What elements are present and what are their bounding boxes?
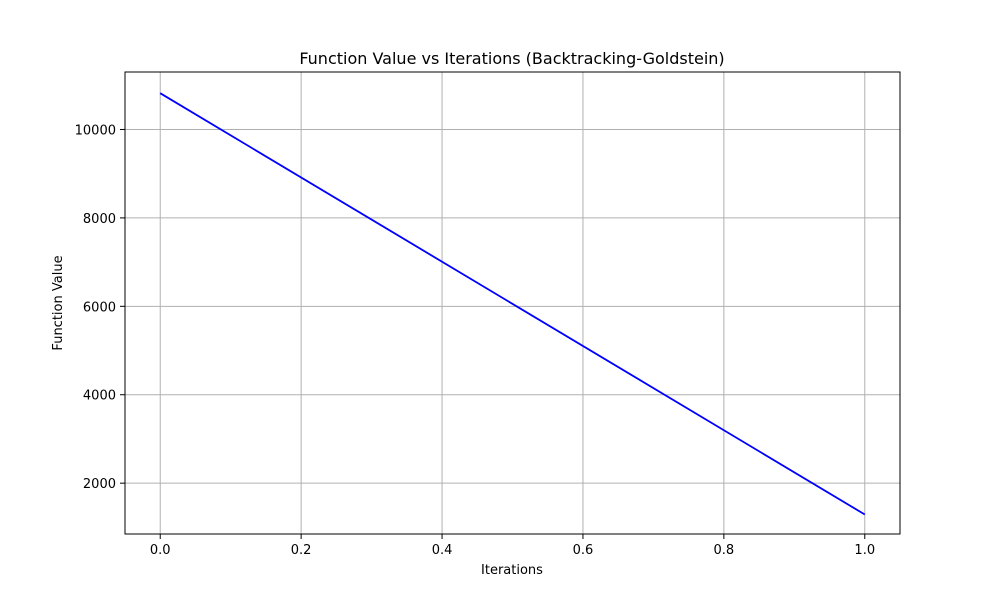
y-tick-label: 6000 — [83, 300, 116, 315]
x-tick-label: 1.0 — [854, 543, 875, 558]
plot-area — [124, 71, 901, 535]
series-layer — [159, 92, 866, 516]
y-tick-label: 2000 — [83, 477, 116, 492]
x-tick-label: 0.2 — [291, 543, 312, 558]
x-axis-title: Iterations — [481, 563, 543, 578]
y-tick-label: 4000 — [83, 389, 116, 404]
y-axis-ticks: 2000 4000 6000 8000 10000 — [75, 123, 125, 492]
x-axis-ticks: 0.0 0.2 0.4 0.6 0.8 1.0 — [150, 534, 875, 558]
chart-title: Function Value vs Iterations (Backtracki… — [299, 49, 724, 68]
grid — [125, 72, 900, 534]
series-line — [159, 92, 866, 516]
x-tick-label: 0.0 — [150, 543, 171, 558]
y-tick-label: 10000 — [75, 123, 116, 138]
y-tick-label: 8000 — [83, 212, 116, 227]
y-axis-title: Function Value — [51, 255, 66, 350]
x-tick-label: 0.6 — [573, 543, 594, 558]
x-tick-label: 0.4 — [432, 543, 453, 558]
x-tick-label: 0.8 — [714, 543, 735, 558]
